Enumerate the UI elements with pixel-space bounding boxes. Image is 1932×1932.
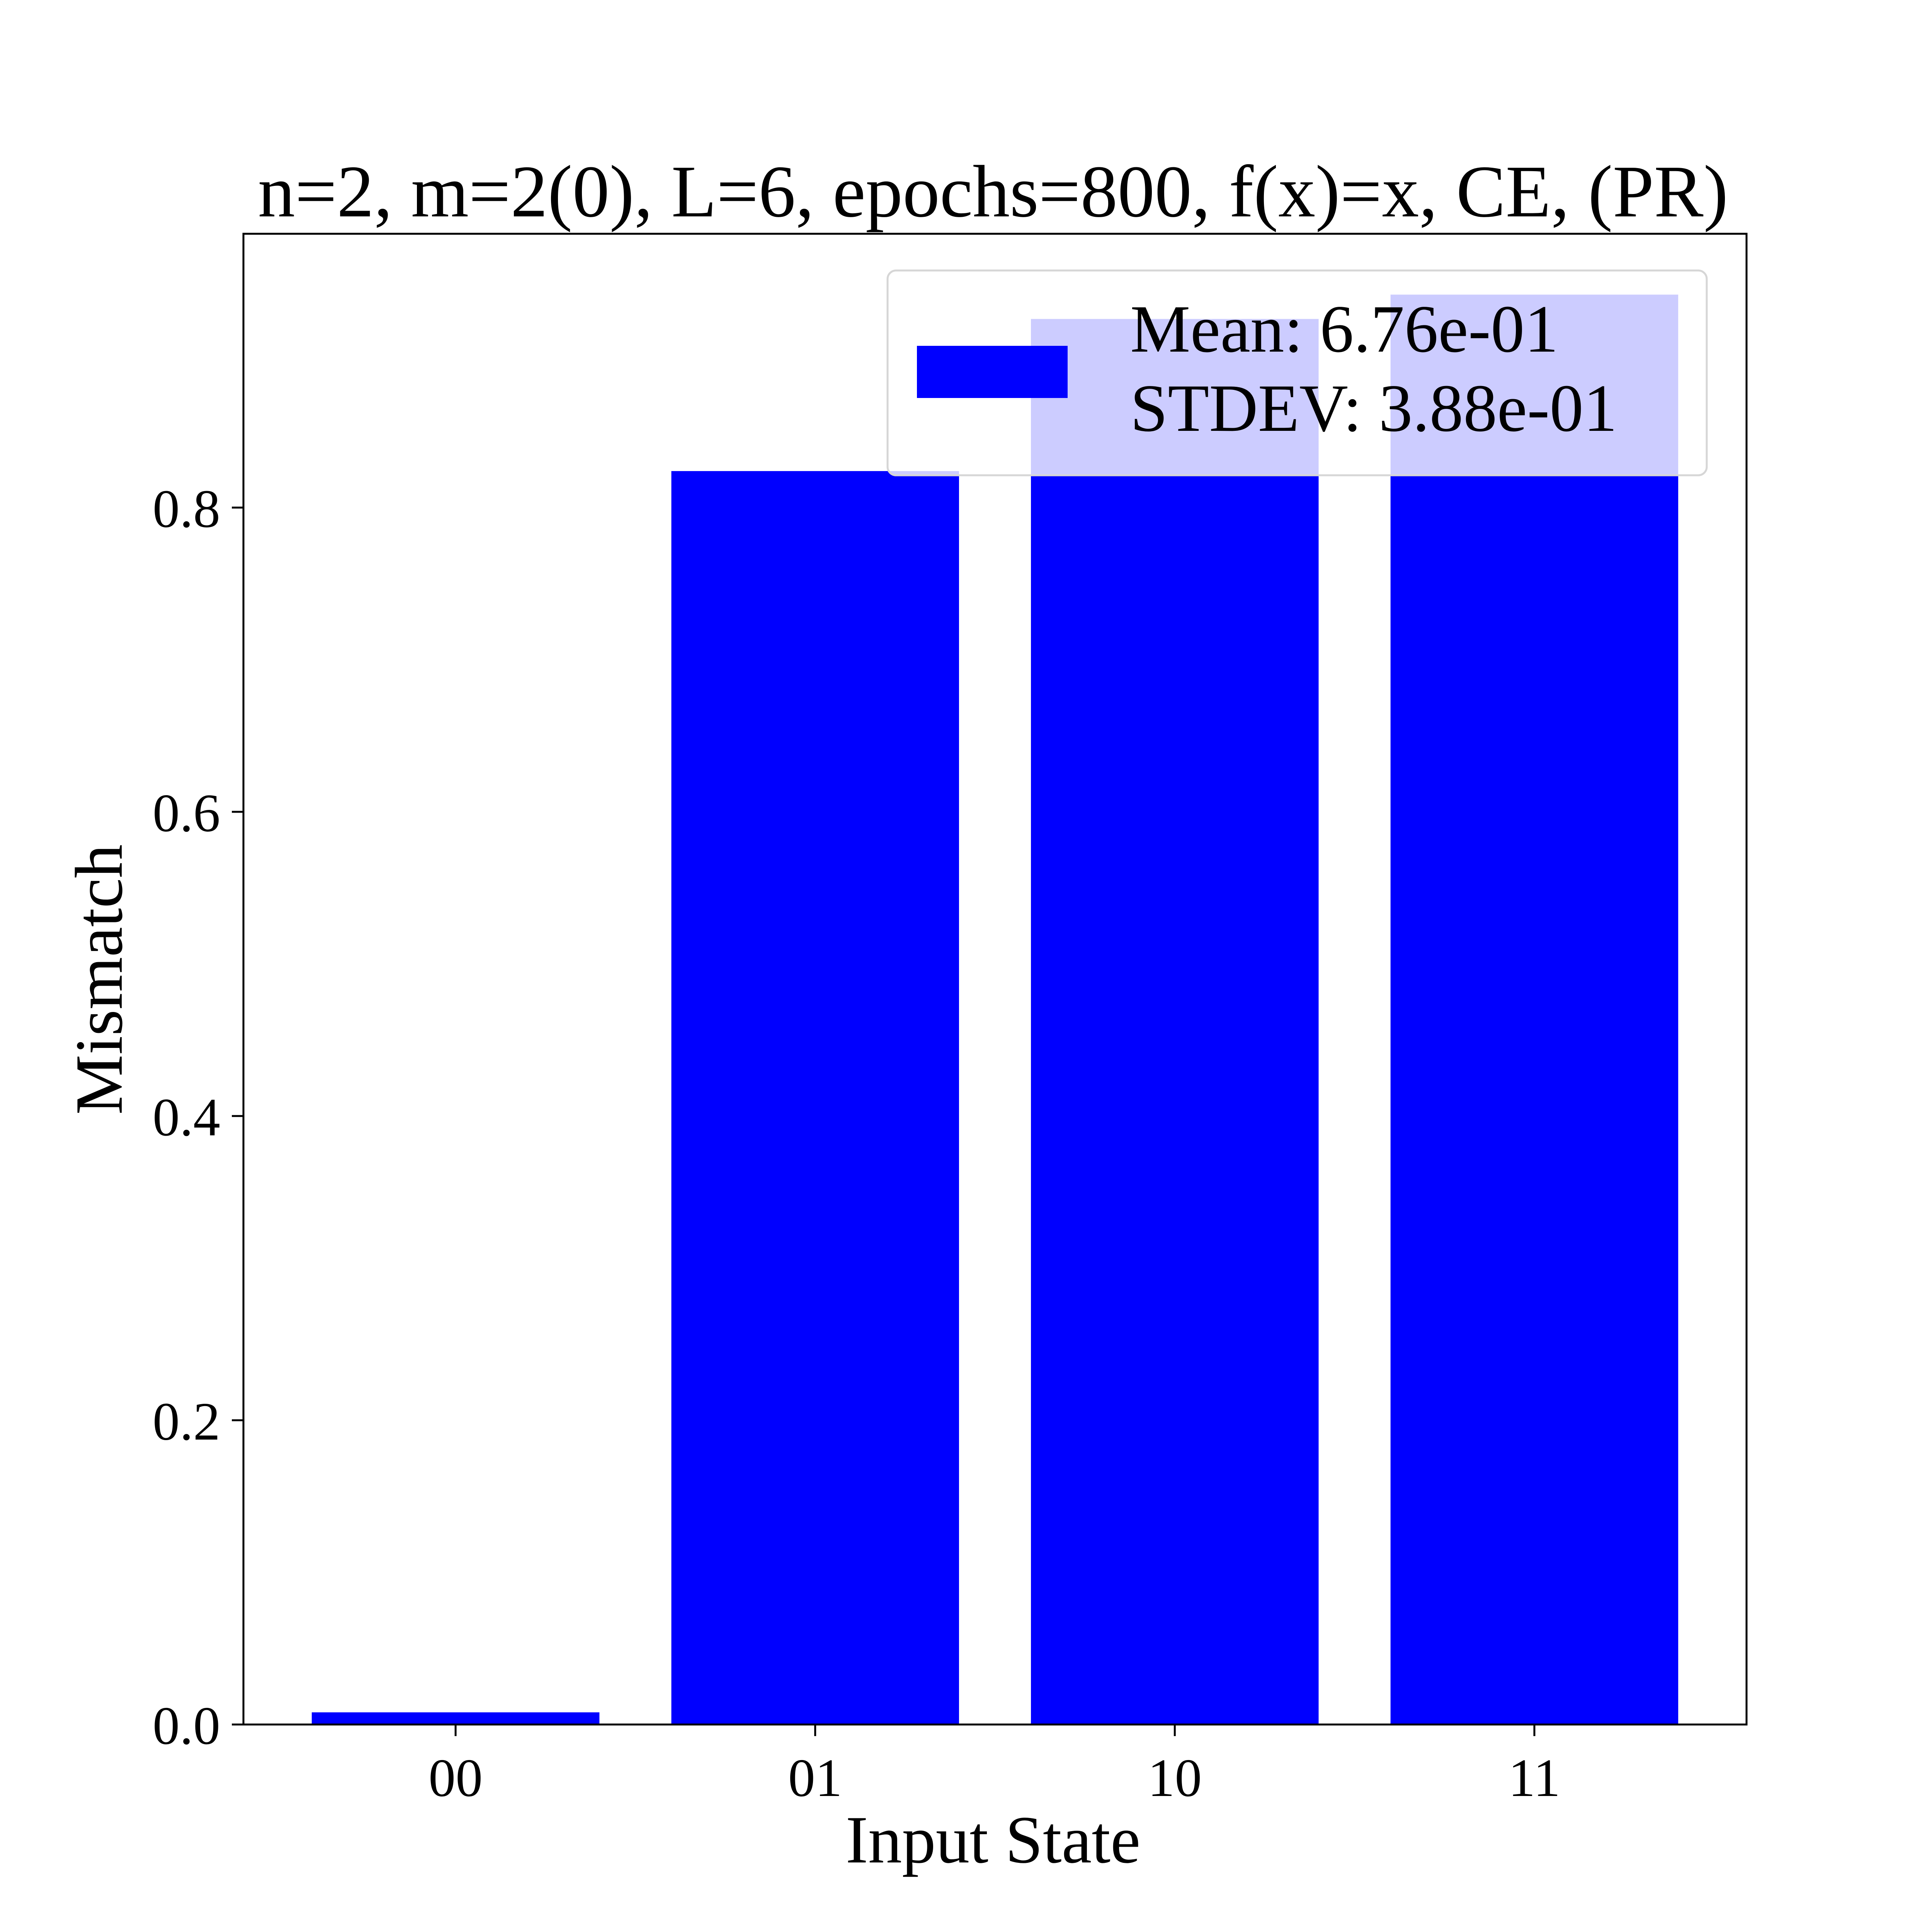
y-axis-label: Mismatch [61, 844, 136, 1115]
x-tick-label: 00 [429, 1748, 483, 1808]
y-tick-label: 0.2 [153, 1392, 220, 1452]
y-tick-label: 0.8 [153, 479, 220, 539]
x-tick-label: 01 [788, 1748, 842, 1808]
ticks-layer: 0.0 0.2 0.4 0.6 0.8 00 01 10 11 [153, 479, 1560, 1808]
bar-00 [311, 1712, 600, 1725]
plot-frame [242, 233, 1748, 1726]
x-axis-label: Input State [845, 1802, 1140, 1877]
legend-mean: Mean: 6.76e-01 [1130, 291, 1558, 366]
chart-title: n=2, m=2(0), L=6, epochs=800, f(x)=x, CE… [258, 150, 1728, 233]
bar-01 [671, 471, 959, 1725]
legend-swatch [917, 346, 1068, 398]
x-tick-label: 10 [1148, 1748, 1202, 1808]
bar-10 [1031, 319, 1319, 1725]
legend-box [886, 269, 1708, 476]
legend: Mean: 6.76e-01 STDEV: 3.88e-01 [886, 269, 1708, 476]
y-tick-label: 0.0 [153, 1696, 220, 1756]
y-tick-label: 0.6 [153, 783, 220, 843]
y-tick-label: 0.4 [153, 1087, 220, 1147]
legend-stdev: STDEV: 3.88e-01 [1130, 371, 1617, 446]
bar-11 [1390, 294, 1679, 1725]
bars-layer [311, 294, 1679, 1725]
x-tick-label: 11 [1509, 1748, 1561, 1808]
